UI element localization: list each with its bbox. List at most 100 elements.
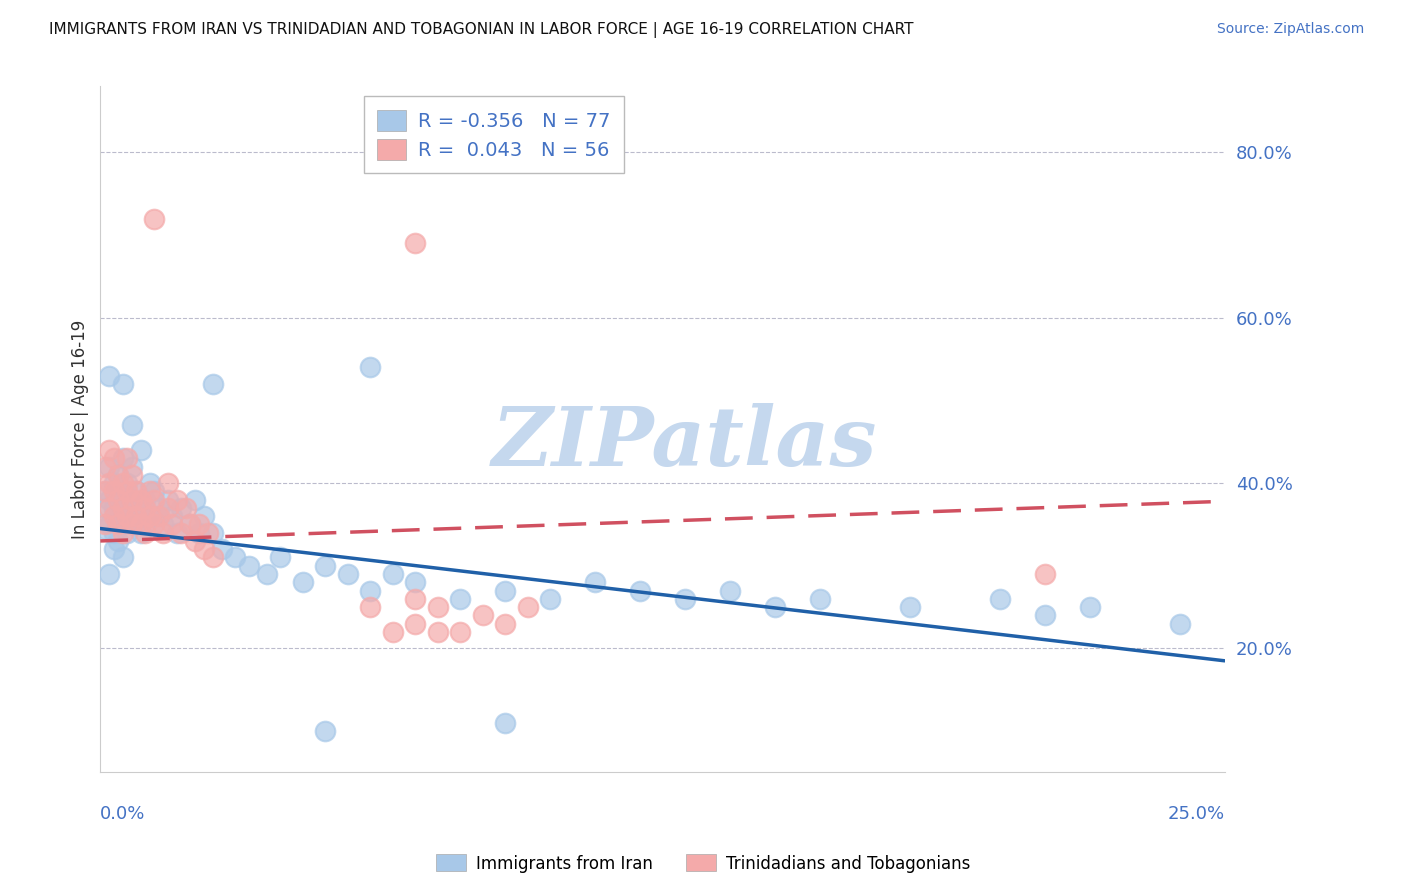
Point bbox=[129, 443, 152, 458]
Point bbox=[143, 211, 166, 226]
Point bbox=[107, 467, 129, 482]
Point bbox=[98, 492, 121, 507]
Point bbox=[314, 724, 336, 739]
Legend: R = -0.356   N = 77, R =  0.043   N = 56: R = -0.356 N = 77, R = 0.043 N = 56 bbox=[364, 96, 624, 173]
Point bbox=[117, 525, 139, 540]
Point bbox=[111, 484, 134, 499]
Point bbox=[471, 608, 494, 623]
Text: 25.0%: 25.0% bbox=[1167, 805, 1225, 823]
Point bbox=[201, 525, 224, 540]
Point bbox=[201, 550, 224, 565]
Point bbox=[107, 517, 129, 532]
Point bbox=[134, 525, 156, 540]
Point bbox=[898, 600, 921, 615]
Point bbox=[129, 517, 152, 532]
Point bbox=[98, 368, 121, 383]
Point bbox=[143, 492, 166, 507]
Point bbox=[193, 509, 215, 524]
Point bbox=[129, 492, 152, 507]
Point bbox=[125, 509, 148, 524]
Point bbox=[111, 550, 134, 565]
Point bbox=[494, 715, 516, 730]
Point bbox=[111, 509, 134, 524]
Point bbox=[117, 476, 139, 491]
Point bbox=[188, 525, 211, 540]
Point bbox=[94, 459, 117, 474]
Point bbox=[94, 517, 117, 532]
Point bbox=[336, 567, 359, 582]
Point bbox=[359, 583, 381, 598]
Point bbox=[193, 542, 215, 557]
Point bbox=[211, 542, 233, 557]
Point bbox=[156, 492, 179, 507]
Point bbox=[184, 533, 207, 548]
Point bbox=[103, 476, 125, 491]
Point bbox=[170, 500, 193, 515]
Point bbox=[449, 624, 471, 639]
Point bbox=[197, 525, 219, 540]
Point bbox=[162, 509, 184, 524]
Point bbox=[111, 525, 134, 540]
Point bbox=[404, 575, 426, 590]
Point bbox=[143, 517, 166, 532]
Point bbox=[179, 517, 201, 532]
Point bbox=[98, 500, 121, 515]
Point bbox=[1168, 616, 1191, 631]
Text: ZIPatlas: ZIPatlas bbox=[492, 403, 877, 483]
Point bbox=[148, 509, 170, 524]
Point bbox=[628, 583, 651, 598]
Point bbox=[139, 476, 162, 491]
Point bbox=[256, 567, 278, 582]
Point bbox=[404, 236, 426, 251]
Point bbox=[125, 484, 148, 499]
Point bbox=[148, 500, 170, 515]
Point bbox=[143, 484, 166, 499]
Point bbox=[111, 451, 134, 466]
Text: Source: ZipAtlas.com: Source: ZipAtlas.com bbox=[1216, 22, 1364, 37]
Point bbox=[94, 522, 117, 536]
Point bbox=[494, 616, 516, 631]
Text: IMMIGRANTS FROM IRAN VS TRINIDADIAN AND TOBAGONIAN IN LABOR FORCE | AGE 16-19 CO: IMMIGRANTS FROM IRAN VS TRINIDADIAN AND … bbox=[49, 22, 914, 38]
Point bbox=[134, 500, 156, 515]
Point bbox=[152, 525, 174, 540]
Point bbox=[94, 484, 117, 499]
Point bbox=[129, 525, 152, 540]
Point bbox=[117, 500, 139, 515]
Point bbox=[107, 492, 129, 507]
Point bbox=[103, 500, 125, 515]
Point bbox=[583, 575, 606, 590]
Point bbox=[121, 459, 143, 474]
Point bbox=[179, 517, 201, 532]
Point bbox=[1033, 567, 1056, 582]
Point bbox=[404, 616, 426, 631]
Point bbox=[98, 476, 121, 491]
Point bbox=[516, 600, 538, 615]
Point bbox=[107, 517, 129, 532]
Point bbox=[381, 567, 404, 582]
Point bbox=[224, 550, 246, 565]
Point bbox=[121, 492, 143, 507]
Point bbox=[673, 591, 696, 606]
Point bbox=[111, 500, 134, 515]
Point bbox=[98, 443, 121, 458]
Point bbox=[121, 517, 143, 532]
Point bbox=[107, 492, 129, 507]
Point bbox=[166, 525, 188, 540]
Point bbox=[1033, 608, 1056, 623]
Point bbox=[763, 600, 786, 615]
Point bbox=[381, 624, 404, 639]
Point bbox=[166, 492, 188, 507]
Point bbox=[449, 591, 471, 606]
Point bbox=[538, 591, 561, 606]
Point bbox=[808, 591, 831, 606]
Point bbox=[134, 517, 156, 532]
Point bbox=[988, 591, 1011, 606]
Point bbox=[121, 492, 143, 507]
Point bbox=[494, 583, 516, 598]
Point bbox=[103, 525, 125, 540]
Point bbox=[98, 459, 121, 474]
Point bbox=[117, 509, 139, 524]
Point bbox=[139, 484, 162, 499]
Point bbox=[143, 509, 166, 524]
Point bbox=[103, 484, 125, 499]
